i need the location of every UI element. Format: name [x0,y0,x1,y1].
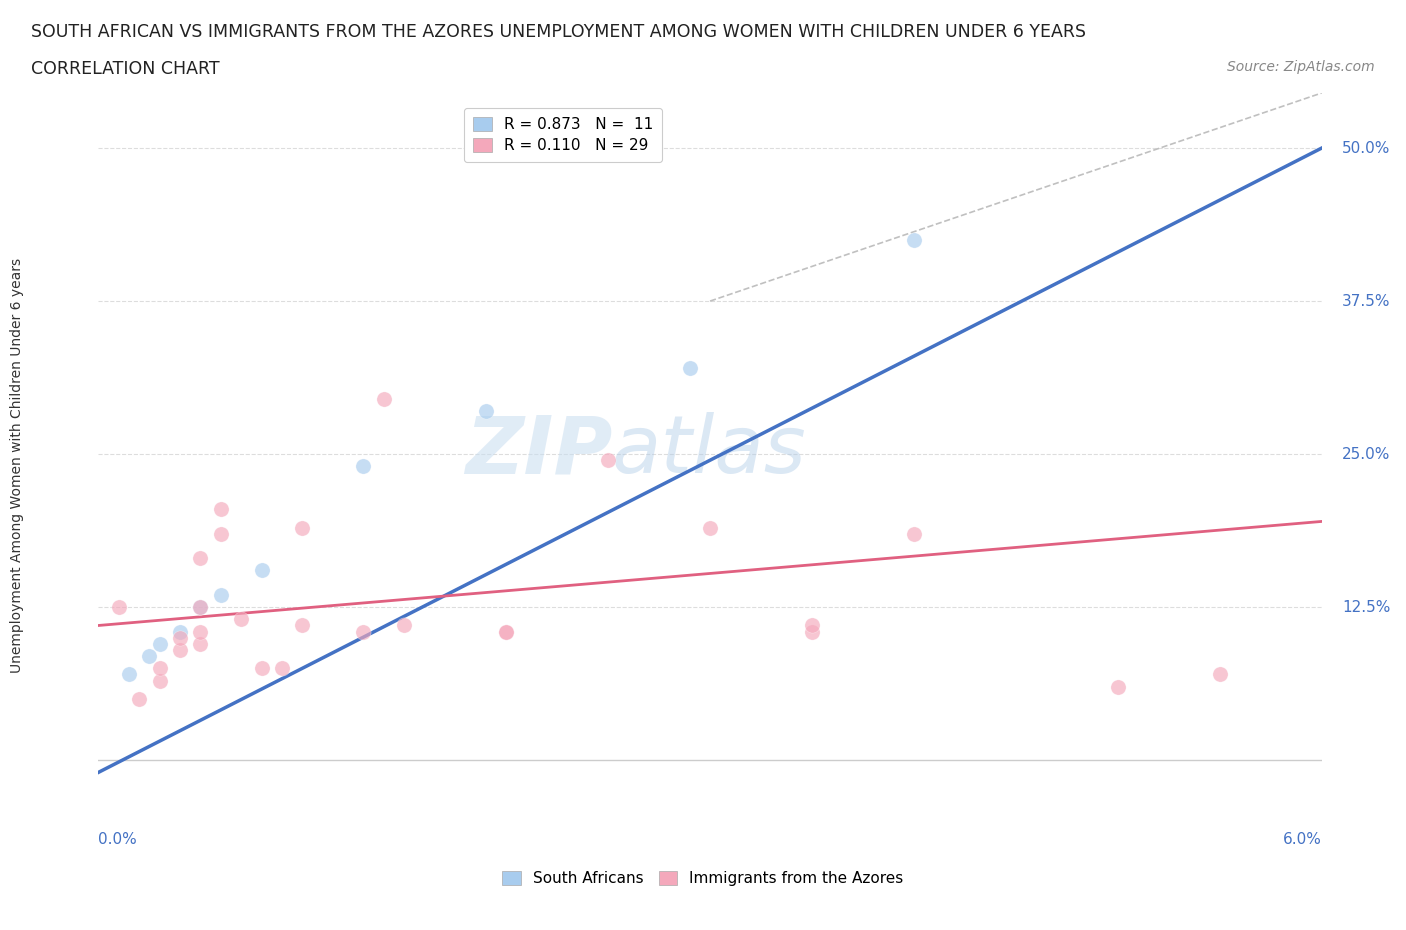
Point [352,624,374,639]
Point [209,502,232,517]
Point [291,520,314,535]
Point [188,600,212,615]
Point [270,661,292,676]
Point [352,458,374,473]
Point [474,404,498,418]
Point [118,667,141,682]
Point [679,361,702,376]
Text: 6.0%: 6.0% [1282,832,1322,847]
Point [598,453,620,468]
Text: SOUTH AFRICAN VS IMMIGRANTS FROM THE AZORES UNEMPLOYMENT AMONG WOMEN WITH CHILDR: SOUTH AFRICAN VS IMMIGRANTS FROM THE AZO… [31,23,1085,41]
Point [903,232,925,247]
Point [138,648,160,663]
Point [169,624,191,639]
Point [801,624,824,639]
Text: Unemployment Among Women with Children Under 6 years: Unemployment Among Women with Children U… [10,258,24,672]
Point [291,618,314,633]
Text: 12.5%: 12.5% [1341,600,1391,615]
Point [250,661,273,676]
Text: 25.0%: 25.0% [1341,446,1391,461]
Point [149,673,172,688]
Text: CORRELATION CHART: CORRELATION CHART [31,60,219,78]
Text: 50.0%: 50.0% [1341,140,1391,155]
Point [128,692,150,707]
Point [149,661,172,676]
Point [250,563,273,578]
Point [903,526,925,541]
Point [188,624,212,639]
Point [495,624,517,639]
Point [209,588,232,603]
Legend: South Africans, Immigrants from the Azores: South Africans, Immigrants from the Azor… [496,865,910,893]
Point [188,600,212,615]
Point [209,526,232,541]
Point [373,392,395,406]
Text: 0.0%: 0.0% [98,832,138,847]
Point [149,636,172,651]
Point [169,643,191,658]
Text: atlas: atlas [612,412,807,490]
Point [1107,679,1129,694]
Text: 37.5%: 37.5% [1341,294,1391,309]
Point [1208,667,1232,682]
Point [699,520,721,535]
Point [108,600,131,615]
Point [188,551,212,565]
Point [392,618,416,633]
Point [801,618,824,633]
Point [169,631,191,645]
Legend: R = 0.873   N =  11, R = 0.110   N = 29: R = 0.873 N = 11, R = 0.110 N = 29 [464,108,662,163]
Text: ZIP: ZIP [465,412,612,490]
Point [231,612,253,627]
Point [495,624,517,639]
Point [188,636,212,651]
Text: Source: ZipAtlas.com: Source: ZipAtlas.com [1227,60,1375,74]
